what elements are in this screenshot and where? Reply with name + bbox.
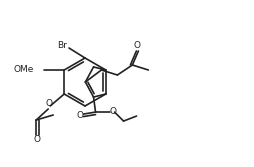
Text: Br: Br (57, 42, 67, 50)
Text: O: O (133, 42, 140, 50)
Text: O: O (76, 111, 83, 120)
Text: OMe: OMe (14, 65, 34, 74)
Text: O: O (109, 107, 116, 116)
Text: O: O (34, 135, 41, 144)
Text: O: O (45, 100, 53, 109)
